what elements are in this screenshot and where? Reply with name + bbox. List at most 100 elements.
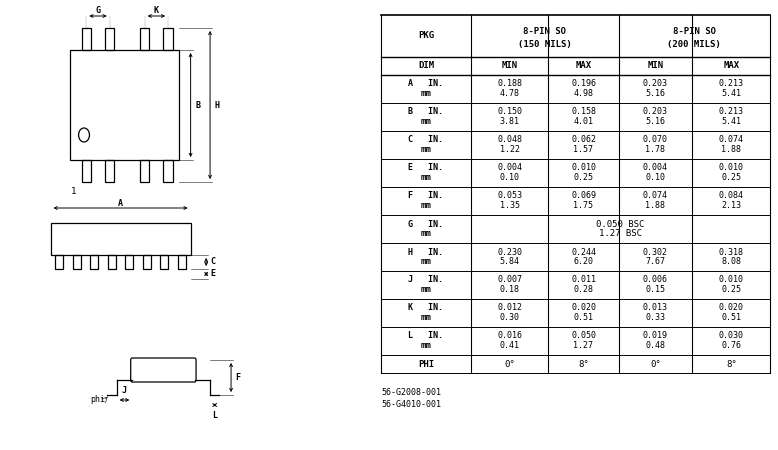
Text: 0.007: 0.007 (497, 275, 522, 284)
Text: 0.30: 0.30 (499, 314, 520, 323)
Text: 0.010: 0.010 (719, 275, 744, 284)
Text: DIM: DIM (418, 62, 434, 71)
Text: 0°: 0° (504, 360, 515, 369)
Text: 0.196: 0.196 (571, 80, 596, 89)
Text: 1: 1 (72, 187, 76, 196)
Text: 0.020: 0.020 (571, 303, 596, 312)
Text: 0.050 BSC: 0.050 BSC (596, 220, 645, 229)
Bar (140, 160, 149, 182)
Text: 8°: 8° (726, 360, 737, 369)
Text: 8°: 8° (578, 360, 589, 369)
Text: 0.053: 0.053 (497, 192, 522, 201)
Text: 0.074: 0.074 (719, 135, 744, 144)
Text: 56-G2008-001: 56-G2008-001 (381, 388, 441, 397)
Text: 0.048: 0.048 (497, 135, 522, 144)
Text: 0.188: 0.188 (497, 80, 522, 89)
Bar (90, 255, 98, 269)
Text: 0.41: 0.41 (499, 342, 520, 351)
Text: MIN: MIN (502, 62, 517, 71)
Text: 8-PIN SO: 8-PIN SO (673, 27, 716, 36)
Text: 7.67: 7.67 (646, 257, 665, 266)
Text: MAX: MAX (576, 62, 591, 71)
Text: F: F (236, 373, 240, 382)
Text: A: A (118, 198, 123, 207)
Text: L   IN.: L IN. (408, 332, 443, 341)
Bar (178, 255, 186, 269)
Text: 0.013: 0.013 (643, 303, 668, 312)
Text: mm: mm (421, 285, 431, 294)
Text: 0.318: 0.318 (719, 248, 744, 256)
Text: 0.15: 0.15 (646, 285, 665, 294)
Text: 1.75: 1.75 (573, 202, 594, 211)
Bar (105, 28, 114, 50)
Bar (82, 28, 91, 50)
Bar (82, 160, 91, 182)
Text: 1.88: 1.88 (721, 145, 741, 154)
Text: L: L (212, 410, 217, 419)
Bar (125, 255, 133, 269)
Bar (73, 255, 81, 269)
Text: 2.13: 2.13 (721, 202, 741, 211)
Text: B   IN.: B IN. (408, 108, 443, 117)
Bar (143, 255, 151, 269)
Text: 5.84: 5.84 (499, 257, 520, 266)
Text: 0.213: 0.213 (719, 80, 744, 89)
Text: MAX: MAX (724, 62, 739, 71)
Text: 0.019: 0.019 (643, 332, 668, 341)
Text: mm: mm (421, 229, 431, 238)
Text: PKG: PKG (418, 32, 434, 40)
Text: (150 MILS): (150 MILS) (517, 40, 572, 49)
Bar (105, 160, 114, 182)
Bar (108, 255, 116, 269)
Text: 0.150: 0.150 (497, 108, 522, 117)
Text: 0.244: 0.244 (571, 248, 596, 256)
Text: mm: mm (421, 314, 431, 323)
Text: 0.011: 0.011 (571, 275, 596, 284)
Text: mm: mm (421, 342, 431, 351)
Text: 8.08: 8.08 (721, 257, 741, 266)
Text: 0.062: 0.062 (571, 135, 596, 144)
Text: K: K (154, 6, 159, 15)
Text: MIN: MIN (647, 62, 664, 71)
Text: 1.35: 1.35 (499, 202, 520, 211)
Text: 5.41: 5.41 (721, 117, 741, 126)
Text: PHI: PHI (418, 360, 434, 369)
Text: 0.203: 0.203 (643, 108, 668, 117)
Text: 0.012: 0.012 (497, 303, 522, 312)
Text: 0.33: 0.33 (646, 314, 665, 323)
Text: J   IN.: J IN. (408, 275, 443, 284)
Text: J: J (122, 386, 127, 395)
Text: 5.16: 5.16 (646, 90, 665, 99)
Text: 0.004: 0.004 (497, 163, 522, 172)
Text: 0.203: 0.203 (643, 80, 668, 89)
Text: E: E (211, 270, 216, 279)
Text: 1.27 BSC: 1.27 BSC (599, 229, 642, 238)
Text: 56-G4010-001: 56-G4010-001 (381, 400, 441, 409)
Text: mm: mm (421, 145, 431, 154)
Bar (163, 28, 173, 50)
Text: G   IN.: G IN. (408, 220, 443, 229)
Text: 0.25: 0.25 (573, 174, 594, 183)
Text: A   IN.: A IN. (408, 80, 443, 89)
Bar (70, 50, 179, 160)
Text: F   IN.: F IN. (408, 192, 443, 201)
Text: H   IN.: H IN. (408, 248, 443, 256)
Text: 0.10: 0.10 (646, 174, 665, 183)
Text: 4.01: 4.01 (573, 117, 594, 126)
Text: G: G (96, 6, 100, 15)
Text: 0.074: 0.074 (643, 192, 668, 201)
Text: 0.10: 0.10 (499, 174, 520, 183)
Text: 3.81: 3.81 (499, 117, 520, 126)
Text: mm: mm (421, 90, 431, 99)
Text: mm: mm (421, 117, 431, 126)
Text: 0.213: 0.213 (719, 108, 744, 117)
Text: (200 MILS): (200 MILS) (668, 40, 721, 49)
Text: 1.22: 1.22 (499, 145, 520, 154)
Bar (55, 255, 63, 269)
Text: 0.230: 0.230 (497, 248, 522, 256)
Text: mm: mm (421, 174, 431, 183)
Text: 0.25: 0.25 (721, 285, 741, 294)
Bar (140, 28, 149, 50)
Bar (163, 160, 173, 182)
Text: 0.069: 0.069 (571, 192, 596, 201)
